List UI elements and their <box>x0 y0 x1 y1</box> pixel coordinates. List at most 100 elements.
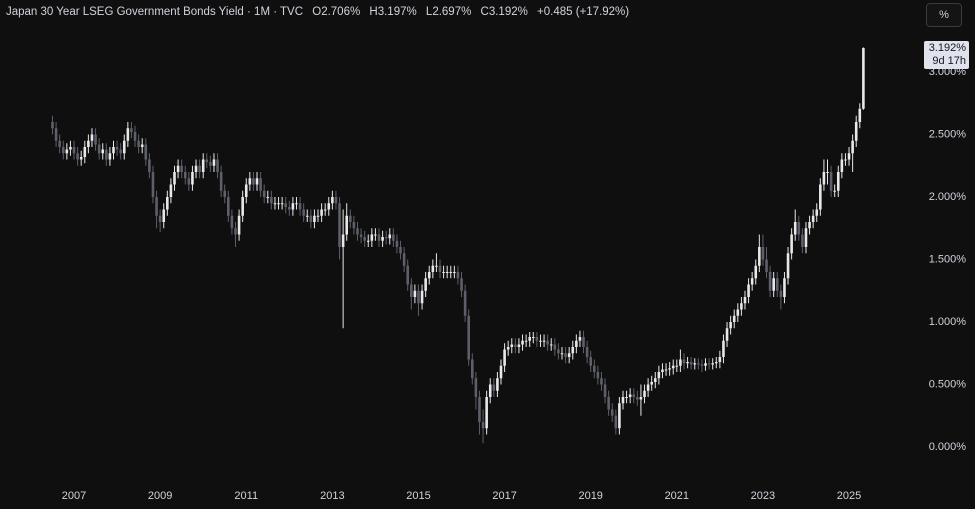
candle-body <box>298 203 302 210</box>
candle-body <box>517 344 521 347</box>
candle-body <box>528 337 532 341</box>
candle-body <box>410 284 413 297</box>
candle-body <box>643 390 646 397</box>
candle-body <box>793 222 797 235</box>
candle-body <box>449 272 453 273</box>
candle-body <box>302 209 305 216</box>
candle-body <box>714 362 718 364</box>
candle-body <box>506 347 510 350</box>
candle-body <box>470 359 474 379</box>
candle-body <box>230 215 234 229</box>
candle-body <box>618 403 621 429</box>
candle-body <box>305 215 309 217</box>
candle-body <box>130 128 133 132</box>
candle-body <box>198 165 201 172</box>
candle-body <box>72 147 76 154</box>
candle-body <box>639 397 643 400</box>
candle-body <box>173 172 176 185</box>
candle-body <box>531 337 535 338</box>
candle-body <box>205 159 209 162</box>
candle-body <box>216 159 219 172</box>
candle-body <box>549 344 553 346</box>
candle-body <box>309 215 313 222</box>
candle-body <box>424 278 427 291</box>
candle-body <box>718 357 722 362</box>
candle-body <box>388 234 392 239</box>
candle-body <box>140 144 144 147</box>
x-tick-label: 2023 <box>751 490 775 502</box>
candle-body <box>420 290 424 304</box>
candle-body <box>180 165 183 172</box>
y-tick-label: 1.000% <box>929 316 967 328</box>
candle-body <box>725 328 729 341</box>
candle-body <box>797 222 801 235</box>
candle-body <box>316 215 320 217</box>
candle-body <box>740 303 743 310</box>
candle-body <box>417 290 420 304</box>
candle-body <box>133 132 137 141</box>
candle-body <box>625 397 628 398</box>
x-tick-label: 2007 <box>62 490 86 502</box>
candle-body <box>176 165 180 172</box>
candle-body <box>402 253 406 266</box>
candle-body <box>478 397 481 422</box>
candle-body <box>262 190 266 197</box>
candle-body <box>90 134 94 141</box>
candle-body <box>854 122 858 141</box>
candle-body <box>829 172 833 191</box>
candle-body <box>632 394 636 397</box>
x-tick-label: 2019 <box>578 490 602 502</box>
candle-body <box>610 409 614 416</box>
candle-body <box>126 128 130 141</box>
candle-body <box>334 197 338 204</box>
candle-body <box>499 365 503 379</box>
candle-body <box>815 209 819 216</box>
candle-body <box>155 197 158 216</box>
candle-body <box>83 147 87 157</box>
candle-body <box>819 184 822 210</box>
candle-body <box>775 278 779 291</box>
candle-body <box>94 134 97 145</box>
x-tick-label: 2011 <box>234 490 258 502</box>
candle-body <box>481 422 485 429</box>
candle-body <box>772 278 775 291</box>
candle-body <box>270 197 273 204</box>
candle-body <box>668 368 671 370</box>
candle-body <box>750 278 754 285</box>
candle-body <box>467 315 471 360</box>
candle-body <box>488 384 492 397</box>
unit-button[interactable]: % <box>926 3 962 27</box>
candle-body <box>295 203 298 205</box>
candle-body <box>209 162 212 166</box>
candle-body <box>700 364 704 366</box>
candle-body <box>460 278 463 291</box>
candle-body <box>596 372 600 379</box>
candle-body <box>227 197 230 216</box>
last-price-label: 3.192% <box>929 42 967 54</box>
candle-body <box>101 149 105 154</box>
candle-body <box>288 207 291 210</box>
candle-body <box>653 378 657 382</box>
candle-body <box>219 172 223 191</box>
x-tick-label: 2009 <box>148 490 172 502</box>
candle-body <box>557 349 560 354</box>
candle-body <box>621 397 625 404</box>
candle-body <box>162 209 166 222</box>
candle-body <box>736 309 740 316</box>
ohlc-low: L2.697% <box>425 6 472 18</box>
candle-body <box>535 337 539 341</box>
candle-body <box>729 322 732 329</box>
candle-body <box>151 172 155 197</box>
candle-body <box>851 140 854 154</box>
candle-body <box>628 394 632 397</box>
y-tick-label: 0.500% <box>929 378 967 390</box>
x-tick-label: 2015 <box>406 490 430 502</box>
candle-body <box>356 228 359 235</box>
candle-body <box>671 365 675 369</box>
candle-body <box>255 178 259 185</box>
candle-body <box>754 265 758 279</box>
candle-body <box>252 178 255 185</box>
candle-body <box>374 234 377 236</box>
countdown-label: 9d 17h <box>932 55 966 67</box>
